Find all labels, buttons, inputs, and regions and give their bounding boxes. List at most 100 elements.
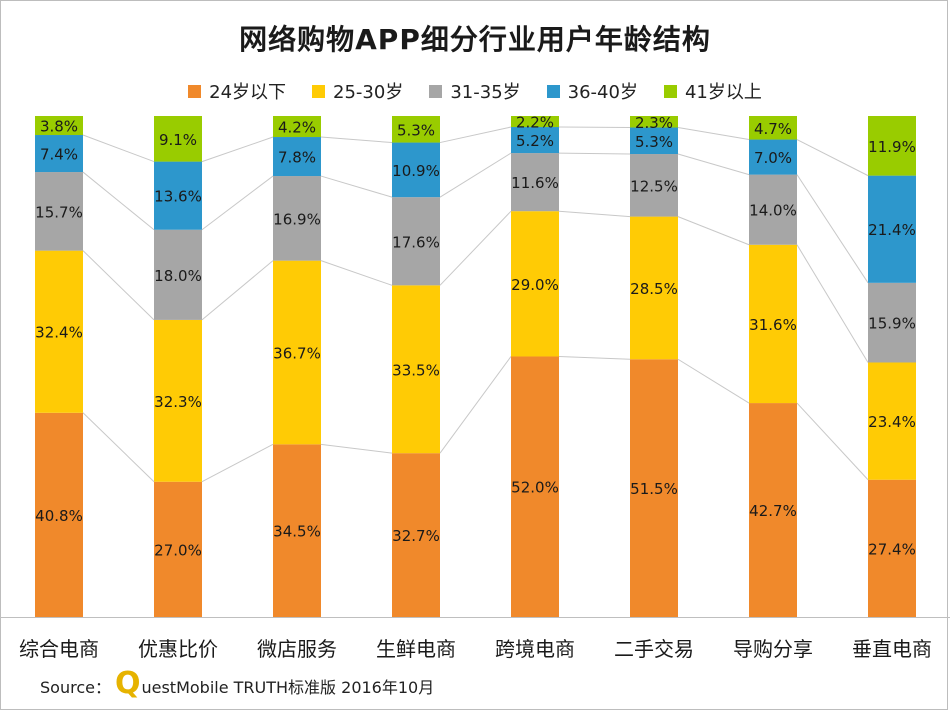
bar-segment — [273, 260, 321, 445]
bar-segment — [392, 453, 440, 617]
connector-line — [439, 210, 512, 286]
bar-segment — [630, 116, 678, 128]
bar-segment — [868, 116, 916, 176]
connector-line — [201, 443, 274, 483]
data-label: 7.8% — [278, 149, 316, 167]
connector-line — [796, 139, 869, 177]
data-label: 2.2% — [516, 114, 554, 132]
data-label: 34.5% — [273, 523, 321, 541]
data-label: 23.4% — [868, 413, 916, 431]
data-label: 18.0% — [154, 267, 202, 285]
bar-segment — [392, 285, 440, 454]
x-axis: 综合电商 优惠比价 微店服务 生鲜电商 跨境电商 二手交易 导购分享 垂直电商 — [0, 617, 950, 661]
bar-segment — [154, 481, 202, 617]
data-label: 13.6% — [154, 188, 202, 206]
connector-line — [677, 358, 750, 404]
data-label: 36.7% — [273, 344, 321, 362]
legend-item: 31-35岁 — [429, 78, 521, 104]
connector-line — [796, 402, 869, 481]
data-label: 31.6% — [749, 316, 797, 334]
legend-swatch — [429, 84, 443, 98]
data-label: 9.1% — [159, 131, 197, 149]
connector-line — [439, 152, 512, 198]
bar-segment — [511, 116, 559, 128]
connector-line — [201, 260, 274, 321]
bar-segment — [749, 174, 797, 245]
connector-line — [439, 126, 512, 144]
data-labels: 40.8% 32.4% 15.7% 7.4% 3.8% 27.0% 32.3% 18.0% 13… — [35, 114, 916, 560]
bar-segment — [273, 444, 321, 617]
bar-segment — [154, 319, 202, 482]
data-label: 16.9% — [273, 210, 321, 228]
connector-line — [796, 244, 869, 363]
connector-line — [320, 260, 393, 286]
connector-line — [558, 355, 631, 360]
bar-segment — [749, 244, 797, 404]
data-label: 15.9% — [868, 315, 916, 333]
data-label: 7.0% — [754, 149, 792, 167]
bar-segment — [35, 172, 83, 251]
legend-item: 25-30岁 — [312, 78, 403, 104]
connector-line — [796, 174, 869, 284]
bar-segment — [273, 176, 321, 261]
data-label: 52.0% — [511, 479, 559, 497]
data-label: 5.2% — [516, 132, 554, 150]
connector-line — [320, 136, 393, 144]
bar-segment — [749, 403, 797, 617]
bar-segment — [392, 142, 440, 198]
data-label: 5.3% — [397, 121, 435, 139]
data-label: 10.9% — [392, 162, 440, 180]
connector-line — [201, 175, 274, 231]
bar-segment — [630, 359, 678, 617]
connector-lines — [82, 126, 869, 483]
data-label: 11.6% — [511, 174, 559, 192]
data-label: 21.4% — [868, 221, 916, 239]
data-label: 7.4% — [40, 146, 78, 164]
x-tick-label: 垂直电商 — [852, 637, 932, 661]
legend-swatch — [312, 84, 326, 98]
bar-segment — [35, 250, 83, 413]
bar-segment — [392, 116, 440, 143]
legend-swatch — [188, 84, 202, 98]
legend-item: 24岁以下 — [188, 78, 286, 104]
questmobile-logo-letter: Q — [114, 666, 141, 701]
source-text: uestMobile TRUTH标准版 2016年10月 — [141, 678, 435, 697]
data-label: 32.7% — [392, 527, 440, 545]
legend-label: 24岁以下 — [209, 82, 287, 103]
data-label: 40.8% — [35, 507, 83, 525]
legend-label: 41岁以上 — [684, 82, 762, 103]
data-label: 32.4% — [35, 324, 83, 342]
connector-line — [82, 171, 155, 231]
data-label: 2.3% — [635, 114, 673, 132]
x-tick-label: 导购分享 — [733, 637, 813, 661]
connector-line — [677, 216, 750, 246]
bar-segment — [273, 137, 321, 177]
connector-line — [677, 153, 750, 176]
bar-segment — [511, 211, 559, 357]
bar-segment — [511, 356, 559, 617]
data-label: 28.5% — [630, 280, 678, 298]
bar-segment — [749, 139, 797, 175]
data-label: 4.2% — [278, 119, 316, 137]
bar-segment — [154, 161, 202, 230]
bar-segment — [630, 216, 678, 360]
data-label: 12.5% — [630, 177, 678, 195]
bar-segment — [392, 197, 440, 286]
bar-segment — [868, 282, 916, 363]
bar-segment — [868, 479, 916, 617]
connector-line — [439, 356, 512, 454]
legend-swatch — [546, 84, 560, 98]
bar-segment — [630, 127, 678, 155]
data-label: 4.7% — [754, 120, 792, 138]
legend-item: 36-40岁 — [546, 78, 638, 104]
chart-legend: 24岁以下 25-30岁 31-35岁 36-40岁 41岁以上 — [0, 78, 950, 104]
connector-line — [320, 175, 393, 198]
x-tick-label: 二手交易 — [614, 637, 694, 661]
connector-line — [82, 134, 155, 163]
bar-stacks — [35, 116, 916, 617]
data-label: 5.3% — [635, 133, 673, 151]
bar-segment — [868, 175, 916, 283]
data-label: 32.3% — [154, 393, 202, 411]
